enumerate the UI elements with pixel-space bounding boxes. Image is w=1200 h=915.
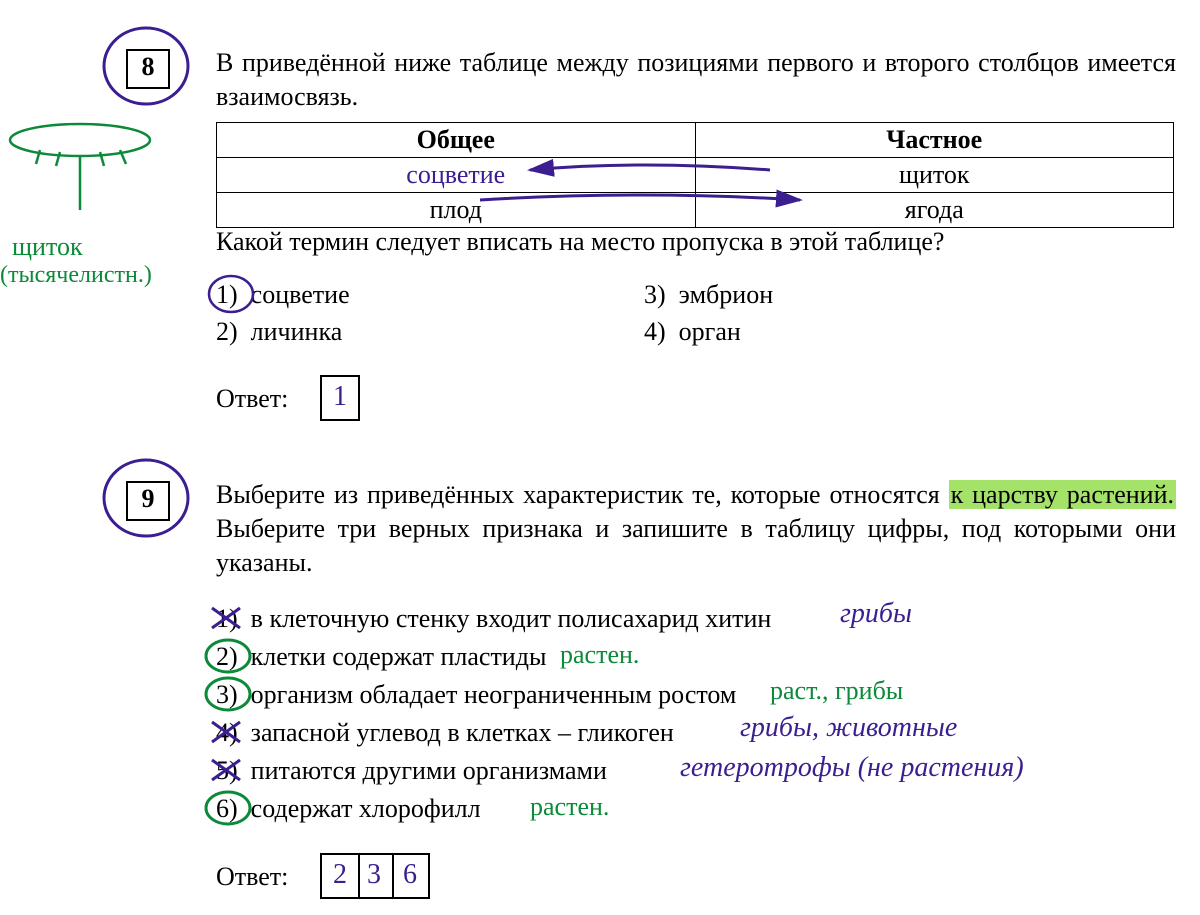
q8-answer-label: Ответ: <box>216 384 288 414</box>
q8-margin-note-2: (тысячелистн.) <box>0 262 152 289</box>
q8-table: Общее Частное соцветие щиток плод ягода <box>216 122 1174 228</box>
q8-number: 8 <box>126 49 170 89</box>
q9-ans-1[interactable]: 2 <box>320 853 360 899</box>
q8-cell-r2c1: плод <box>217 193 696 228</box>
q9-ans-2[interactable]: 3 <box>356 853 394 899</box>
q8-opt4: 4) орган <box>644 317 741 347</box>
q9-opt2: 2) клетки содержат пластиды <box>216 642 546 672</box>
q9-answer-label: Ответ: <box>216 862 288 892</box>
q9-note5: гетеротрофы (не растения) <box>680 752 1024 784</box>
q8-th-1: Общее <box>217 123 696 158</box>
q8-opt1: 1) соцветие <box>216 280 350 310</box>
q9-opt5: 5) питаются другими организмами <box>216 756 607 786</box>
q8-cell-r1c2: щиток <box>695 158 1174 193</box>
q8-opt3: 3) эмбрион <box>644 280 773 310</box>
q9-note4: грибы, животные <box>740 712 957 744</box>
q9-note3: раст., грибы <box>770 676 903 706</box>
q9-opt3: 3) организм обладает неограниченным рост… <box>216 680 736 710</box>
q9-opt6: 6) содержат хлорофилл <box>216 794 481 824</box>
q8-cell-blank: соцветие <box>217 158 696 193</box>
q8-intro: В приведённой ниже таблице между позиция… <box>216 46 1176 114</box>
q8-opt2: 2) личинка <box>216 317 342 347</box>
q9-number: 9 <box>126 481 170 521</box>
q8-answer-box[interactable]: 1 <box>320 375 360 421</box>
q8-margin-note-1: щиток <box>12 232 83 262</box>
q9-intro: Выберите из приведённых характеристик те… <box>216 478 1176 579</box>
q9-ans-3[interactable]: 6 <box>392 853 430 899</box>
q8-cell-r2c2: ягода <box>695 193 1174 228</box>
q9-note6: растен. <box>530 792 609 822</box>
worksheet-page: 8 В приведённой ниже таблице между позиц… <box>0 0 1200 915</box>
q9-note1: грибы <box>840 598 912 630</box>
q8-th-2: Частное <box>695 123 1174 158</box>
q9-note2: растен. <box>560 640 639 670</box>
q9-opt1: 1) в клеточную стенку входит полисахарид… <box>216 604 771 634</box>
q8-after: Какой термин следует вписать на место пр… <box>216 225 1176 259</box>
q9-opt4: 4) запасной углевод в клетках – гликоген <box>216 718 674 748</box>
